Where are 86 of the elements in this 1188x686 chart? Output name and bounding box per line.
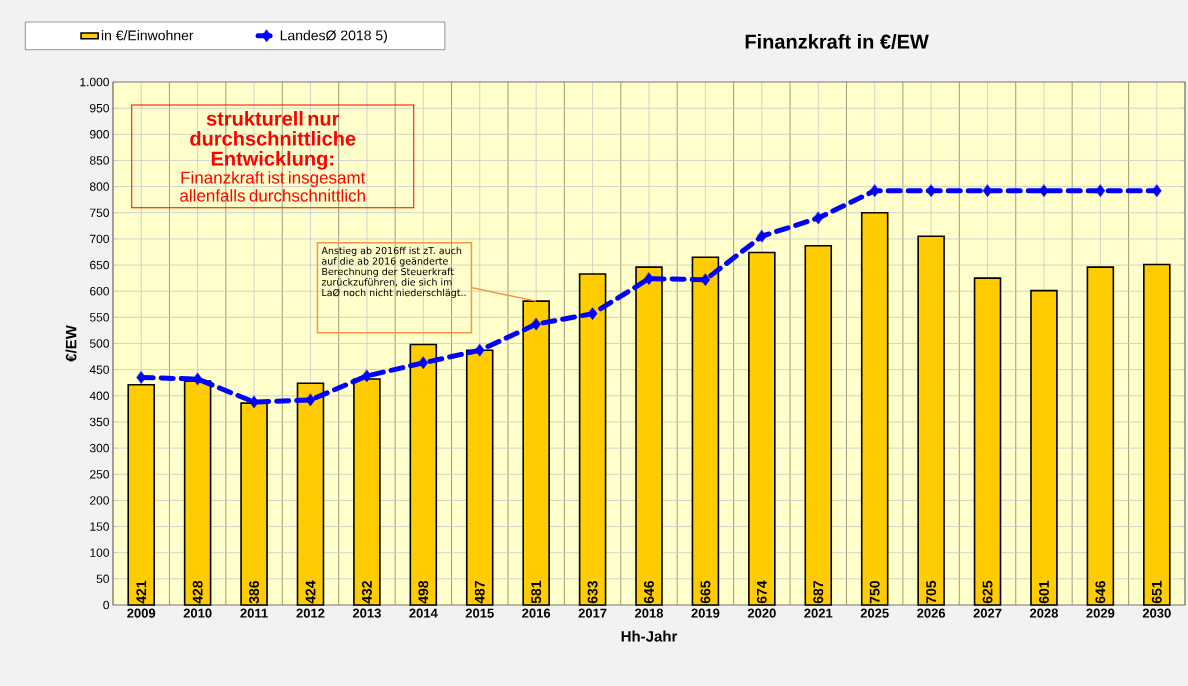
- y-tick-label: 700: [90, 234, 109, 244]
- data-label: 633: [587, 580, 598, 604]
- point: [1095, 184, 1106, 198]
- y-tick-label: 900: [90, 130, 109, 139]
- point: [474, 344, 485, 357]
- data-label: 646: [644, 580, 654, 604]
- point: [1152, 184, 1162, 198]
- y-tick-label: 850: [89, 156, 109, 165]
- x-tick-label: 2016: [522, 608, 551, 618]
- y-tick-label: 550: [89, 313, 109, 322]
- x-tick-label: 2026: [917, 608, 946, 618]
- x-tick-label: 2009: [127, 608, 156, 618]
- data-label: 424: [305, 580, 316, 604]
- x-tick-label: 2019: [691, 608, 720, 618]
- x-axis-title: Hh-Jahr: [621, 630, 678, 642]
- data-label: 386: [249, 580, 260, 604]
- point: [869, 184, 880, 198]
- point: [531, 317, 541, 331]
- y-tick-label: 500: [89, 339, 109, 348]
- y-tick-label: 50: [96, 574, 109, 584]
- x-tick-label: 2010: [183, 608, 212, 618]
- data-label: 601: [1038, 580, 1049, 604]
- point: [249, 395, 259, 409]
- x-tick-label: 2025: [860, 608, 889, 618]
- point: [813, 211, 824, 225]
- x-tick-label: 2013: [352, 608, 381, 618]
- annotation: Anstieg ab 2016ff ist zT. auch auf die ab 2016 geänderte Berechnung der Steuerkraft zurückzuführen, die sich im LaØ noch nicht niederschlägt..: [321, 246, 466, 298]
- legend-label: LandesØ 2018 5): [280, 30, 387, 44]
- y-tick-label: 400: [89, 391, 109, 401]
- point: [305, 393, 316, 407]
- x-tick-label: 2014: [409, 608, 438, 618]
- x-tick-label: 2020: [747, 608, 776, 618]
- point: [757, 230, 767, 243]
- y-tick-label: 150: [90, 522, 109, 531]
- data-label: 581: [531, 580, 542, 604]
- data-label: 428: [192, 580, 203, 604]
- data-label: 421: [136, 580, 147, 604]
- point: [418, 356, 429, 370]
- x-tick-label: 2012: [296, 608, 325, 618]
- x-tick-label: 2011: [240, 608, 268, 618]
- annotation: strukturell nur durchschnittliche Entwicklung:: [190, 110, 356, 170]
- point: [644, 272, 654, 285]
- y-tick-label: 800: [89, 182, 109, 191]
- data-label: 705: [926, 580, 937, 604]
- y-tick-label: 200: [90, 496, 109, 505]
- point: [362, 369, 372, 383]
- y-tick-label: 250: [90, 470, 109, 479]
- x-tick-label: 2030: [1142, 608, 1171, 618]
- y-tick-label: 450: [89, 365, 109, 374]
- data-label: 674: [756, 580, 767, 604]
- point: [700, 273, 711, 286]
- legend-label: in €/Einwohner: [101, 30, 194, 41]
- y-tick-label: 100: [90, 548, 109, 557]
- x-tick-label: 2018: [635, 608, 664, 618]
- y-tick-label: 1.000: [80, 77, 109, 87]
- point: [192, 372, 203, 386]
- x-tick-label: 2017: [578, 608, 607, 618]
- y-tick-label: 350: [89, 417, 109, 427]
- y-tick-label: 650: [90, 260, 109, 270]
- y-tick-label: 0: [103, 600, 110, 610]
- chart-title: Finanzkraft in €/EW: [745, 34, 929, 49]
- data-label: 651: [1151, 580, 1162, 604]
- point: [136, 371, 146, 384]
- y-tick-label: 950: [90, 103, 109, 113]
- x-tick-label: 2029: [1086, 608, 1115, 618]
- y-axis-title: €/EW: [65, 325, 77, 362]
- point: [587, 307, 598, 320]
- point: [982, 184, 993, 198]
- x-tick-label: 2015: [465, 608, 494, 618]
- data-label: 665: [700, 580, 711, 604]
- data-label: 646: [1095, 580, 1106, 604]
- point: [926, 184, 936, 198]
- x-tick-label: 2028: [1029, 608, 1059, 618]
- x-tick-label: 2027: [973, 608, 1002, 618]
- point: [1039, 184, 1049, 198]
- data-label: 432: [361, 581, 372, 604]
- data-label: 625: [982, 580, 993, 604]
- y-tick-label: 300: [89, 443, 109, 453]
- y-tick-label: 600: [90, 286, 109, 296]
- data-label: 498: [418, 580, 429, 604]
- y-tick-label: 750: [90, 208, 109, 217]
- annotation: Finanzkraft ist insgesamt allenfalls durchschnittlich: [180, 171, 366, 202]
- data-label: 687: [813, 581, 824, 604]
- x-tick-label: 2021: [804, 608, 833, 618]
- data-label: 487: [474, 581, 485, 604]
- data-label: 750: [869, 581, 880, 604]
